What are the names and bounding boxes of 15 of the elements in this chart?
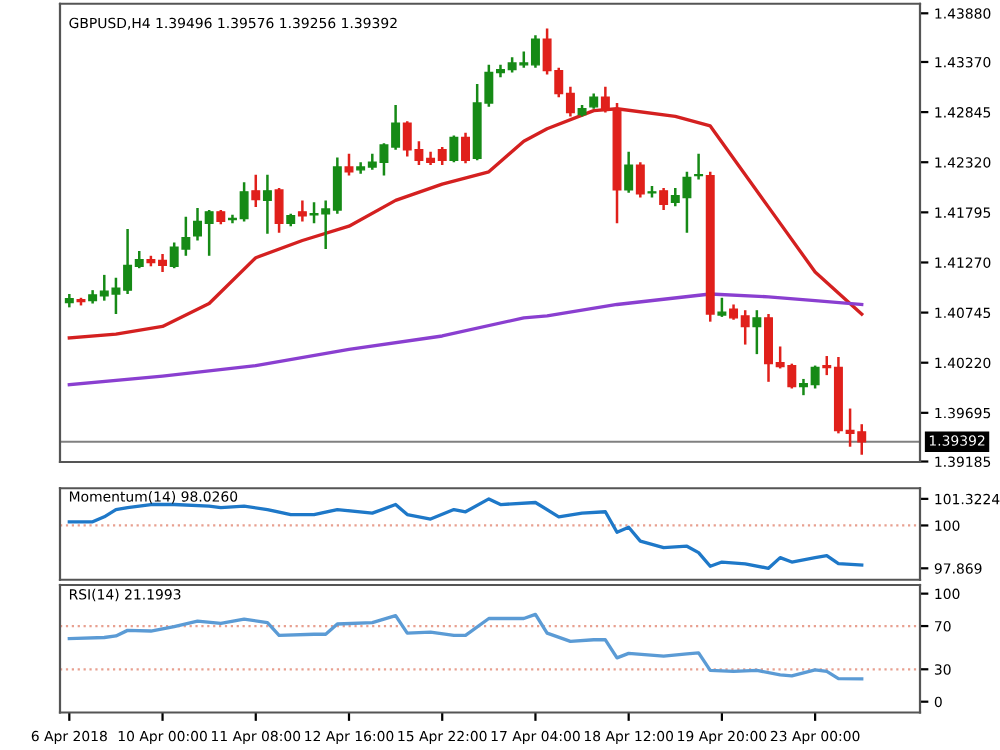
candlestick bbox=[694, 152, 704, 181]
candlestick bbox=[344, 152, 354, 177]
line-series bbox=[67, 292, 864, 387]
candlestick bbox=[635, 160, 645, 199]
candlestick bbox=[624, 150, 634, 195]
candlestick bbox=[752, 308, 762, 356]
line-series bbox=[67, 612, 864, 681]
candlestick bbox=[659, 186, 669, 212]
candlestick bbox=[717, 296, 727, 319]
candlestick bbox=[297, 199, 307, 223]
candlestick bbox=[461, 131, 471, 165]
candlestick bbox=[274, 186, 284, 235]
candlestick bbox=[262, 173, 272, 236]
candlestick bbox=[449, 134, 459, 164]
candlestick bbox=[251, 173, 261, 209]
